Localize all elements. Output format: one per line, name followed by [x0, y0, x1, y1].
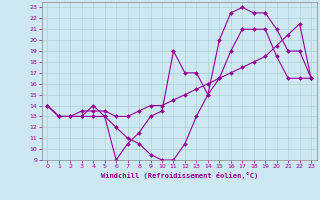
- X-axis label: Windchill (Refroidissement éolien,°C): Windchill (Refroidissement éolien,°C): [100, 172, 258, 179]
